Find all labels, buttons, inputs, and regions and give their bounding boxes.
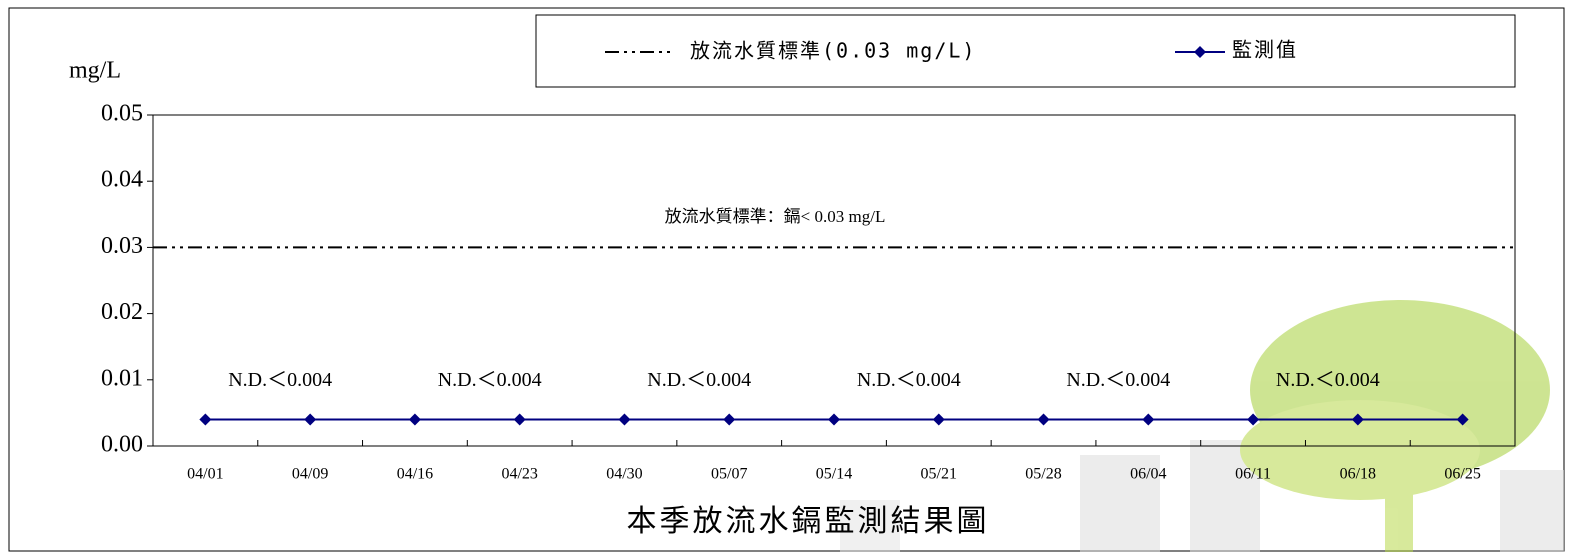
x-tick-label: 04/16 <box>397 466 433 483</box>
series-marker <box>932 413 945 426</box>
series-marker <box>408 413 421 426</box>
y-tick-label: 0.00 <box>101 432 143 458</box>
x-tick-label: 06/11 <box>1235 466 1271 483</box>
value-label: N.D.＜0.004 <box>857 369 961 391</box>
legend-series-label: 監測值 <box>1232 39 1298 62</box>
legend-series-marker <box>1194 46 1206 58</box>
series-marker <box>828 413 840 426</box>
series-marker <box>1247 413 1260 426</box>
y-tick-label: 0.03 <box>101 233 143 259</box>
series-marker <box>1037 413 1050 426</box>
value-label: N.D.＜0.004 <box>228 369 332 391</box>
y-axis-label: mg/L <box>69 58 121 84</box>
y-tick-label: 0.04 <box>101 167 143 193</box>
value-label: N.D.＜0.004 <box>438 369 542 391</box>
series-marker <box>513 413 526 426</box>
x-tick-label: 04/01 <box>187 466 223 483</box>
y-tick-label: 0.05 <box>101 101 143 127</box>
x-tick-label: 06/18 <box>1340 466 1376 483</box>
value-label: N.D.＜0.004 <box>647 369 751 391</box>
x-tick-label: 05/14 <box>816 466 852 483</box>
value-label: N.D.＜0.004 <box>1276 369 1380 391</box>
chart-title: 本季放流水鎘監測結果圖 <box>627 505 990 538</box>
x-tick-label: 06/04 <box>1130 466 1166 483</box>
x-tick-label: 05/07 <box>711 466 747 483</box>
x-tick-label: 05/21 <box>921 466 957 483</box>
x-tick-label: 04/30 <box>606 466 642 483</box>
x-tick-label: 06/25 <box>1444 466 1480 483</box>
x-tick-label: 04/09 <box>292 466 328 483</box>
series-marker <box>1142 413 1155 426</box>
x-tick-label: 04/23 <box>501 466 537 483</box>
background-decoration <box>840 300 1564 552</box>
x-tick-label: 05/28 <box>1025 466 1061 483</box>
series-marker <box>1351 413 1364 426</box>
value-label: N.D.＜0.004 <box>1066 369 1170 391</box>
legend-reference-label: 放流水質標準(0.03 mg/L) <box>690 39 976 63</box>
y-tick-label: 0.01 <box>101 365 143 391</box>
legend-box <box>535 14 1516 88</box>
series-marker <box>723 413 736 426</box>
reference-label: 放流水質標準：鎘< 0.03 mg/L <box>665 207 886 226</box>
y-tick-label: 0.02 <box>101 299 143 325</box>
series-marker <box>1456 413 1469 426</box>
chart-border <box>8 7 1565 552</box>
series-marker <box>618 413 631 426</box>
series-marker <box>199 413 212 426</box>
plot-area <box>152 114 1516 447</box>
series-marker <box>304 413 317 426</box>
